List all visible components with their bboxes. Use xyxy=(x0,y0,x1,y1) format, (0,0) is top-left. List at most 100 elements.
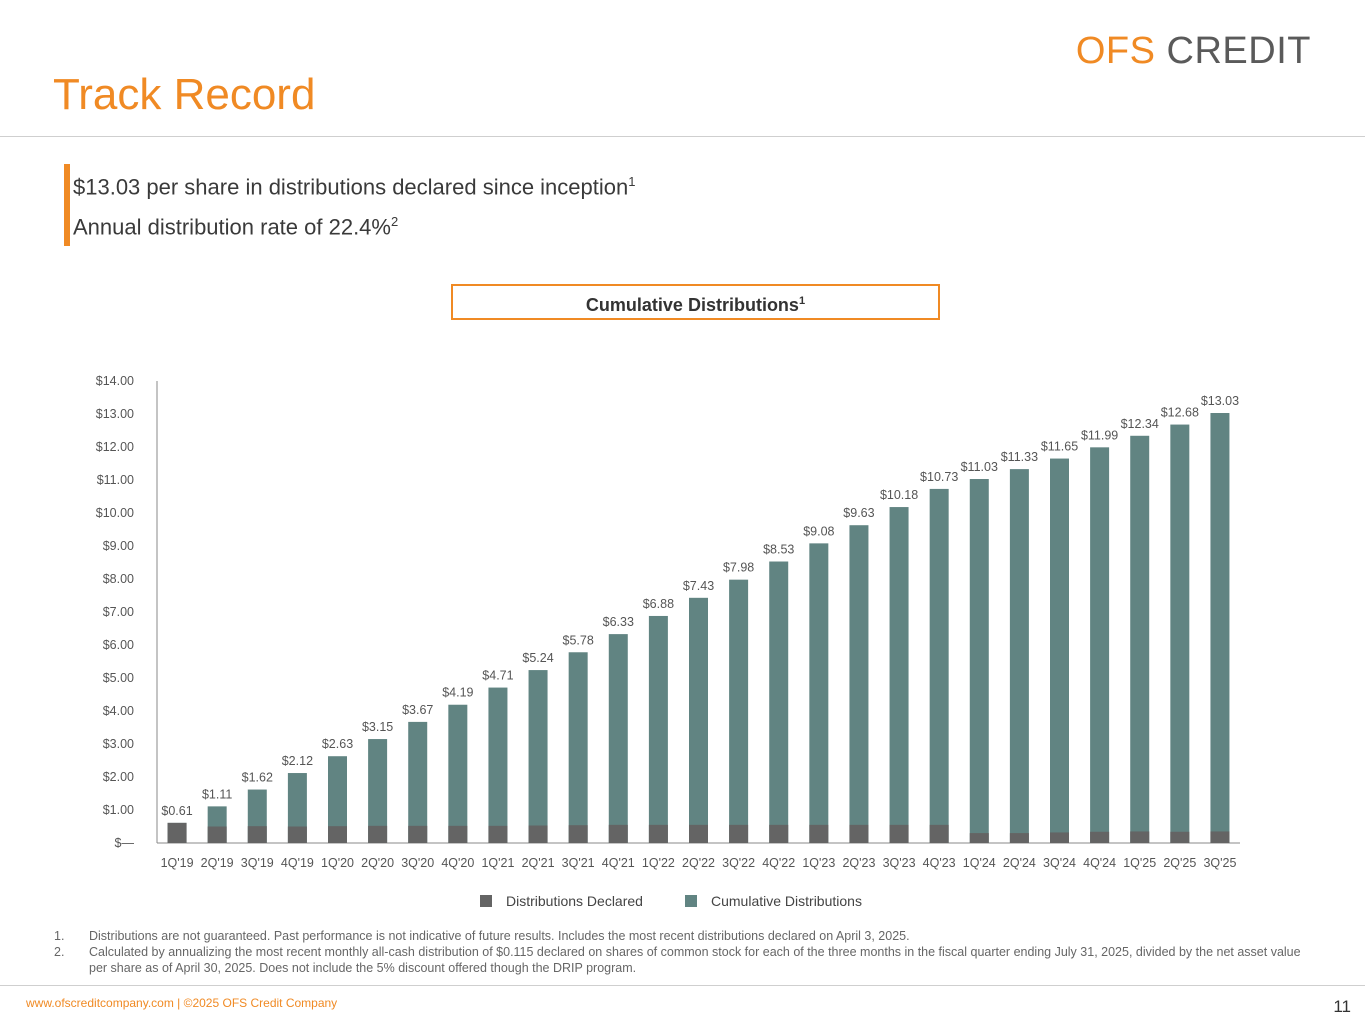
legend-label-declared: Distributions Declared xyxy=(506,893,643,909)
footer-divider xyxy=(0,985,1365,986)
data-label: $3.15 xyxy=(362,720,393,734)
bar-distributions-declared xyxy=(368,825,388,843)
bar-cumulative-distributions xyxy=(769,561,789,843)
x-tick-label: 3Q'21 xyxy=(562,856,595,870)
x-tick-label: 4Q'24 xyxy=(1083,856,1116,870)
x-tick-label: 2Q'19 xyxy=(201,856,234,870)
bar-distributions-declared xyxy=(488,825,508,843)
y-tick-label: $9.00 xyxy=(103,539,134,553)
bar-distributions-declared xyxy=(408,825,428,843)
x-tick-label: 3Q'20 xyxy=(401,856,434,870)
bar-distributions-declared xyxy=(207,826,227,843)
x-tick-label: 2Q'20 xyxy=(361,856,394,870)
data-label: $3.67 xyxy=(402,703,433,717)
data-label: $11.99 xyxy=(1081,428,1118,442)
x-tick-label: 1Q'20 xyxy=(321,856,354,870)
bar-cumulative-distributions xyxy=(929,488,949,843)
data-label: $11.33 xyxy=(1001,450,1038,464)
x-tick-label: 2Q'25 xyxy=(1163,856,1196,870)
y-tick-label: $10.00 xyxy=(96,506,134,520)
page-number: 11 xyxy=(1333,997,1351,1016)
bar-distributions-declared xyxy=(889,824,909,843)
data-label: $13.03 xyxy=(1201,394,1239,408)
data-label: $6.33 xyxy=(603,615,634,629)
data-label: $7.98 xyxy=(723,561,754,575)
data-label: $1.11 xyxy=(202,787,232,801)
company-logo: OFS CREDIT xyxy=(1076,30,1311,73)
footnote-1: 1. Distributions are not guaranteed. Past… xyxy=(54,929,910,943)
data-label: $10.73 xyxy=(920,470,958,484)
x-tick-label: 3Q'24 xyxy=(1043,856,1076,870)
bar-distributions-declared xyxy=(1009,833,1029,843)
data-label: $2.12 xyxy=(282,754,313,768)
x-tick-label: 1Q'19 xyxy=(161,856,194,870)
x-tick-label: 1Q'21 xyxy=(481,856,514,870)
bar-cumulative-distributions xyxy=(488,687,508,843)
bar-distributions-declared xyxy=(648,824,668,843)
data-label: $9.08 xyxy=(803,524,834,538)
data-label: $5.24 xyxy=(522,651,553,665)
data-label: $12.34 xyxy=(1121,417,1159,431)
data-label: $2.63 xyxy=(322,737,353,751)
highlight-block: $13.03 per share in distributions declar… xyxy=(64,164,635,246)
bar-distributions-declared xyxy=(568,825,588,843)
bar-distributions-declared xyxy=(287,826,307,843)
y-tick-label: $— xyxy=(115,836,135,850)
bar-distributions-declared xyxy=(1090,831,1110,843)
x-tick-label: 1Q'24 xyxy=(963,856,996,870)
y-tick-label: $5.00 xyxy=(103,671,134,685)
x-tick-label: 3Q'25 xyxy=(1203,856,1236,870)
cumulative-distributions-chart: $— $1.00 $2.00 $3.00 $4.00 $5.00 $6.00 $7.00 $8.… xyxy=(96,374,1240,870)
bar-cumulative-distributions xyxy=(1130,435,1150,843)
data-label: $5.78 xyxy=(563,633,594,647)
y-tick-label: $14.00 xyxy=(96,374,134,388)
data-label: $6.88 xyxy=(643,597,674,611)
bar-cumulative-distributions xyxy=(287,773,307,843)
footnote-2: 2. Calculated by annualizing the most rec… xyxy=(54,945,1301,975)
bar-distributions-declared xyxy=(969,833,989,843)
data-label: $0.61 xyxy=(161,804,192,818)
bar-cumulative-distributions xyxy=(1009,469,1029,843)
bar-cumulative-distributions xyxy=(1090,447,1110,843)
header-divider xyxy=(0,136,1365,137)
x-tick-label: 1Q'25 xyxy=(1123,856,1156,870)
data-label: $7.43 xyxy=(683,579,714,593)
y-tick-label: $7.00 xyxy=(103,605,134,619)
bar-distributions-declared xyxy=(247,826,267,843)
x-tick-label: 4Q'21 xyxy=(602,856,635,870)
bar-cumulative-distributions xyxy=(528,670,548,843)
footer-text: www.ofscreditcompany.com | ©2025 OFS Cre… xyxy=(26,996,338,1010)
bar-cumulative-distributions xyxy=(1210,413,1230,843)
bar-distributions-declared xyxy=(769,824,789,843)
y-tick-label: $11.00 xyxy=(97,473,134,487)
bar-distributions-declared xyxy=(1130,831,1150,843)
data-label: $11.65 xyxy=(1041,440,1078,454)
bar-cumulative-distributions xyxy=(809,543,829,843)
x-tick-label: 2Q'21 xyxy=(522,856,555,870)
footnotes: 1. Distributions are not guaranteed. Past… xyxy=(54,928,1314,976)
bar-cumulative-distributions xyxy=(849,525,869,843)
bar-distributions-declared xyxy=(1170,831,1190,843)
y-tick-label: $3.00 xyxy=(103,737,134,751)
bar-cumulative-distributions xyxy=(608,634,628,843)
bar-distributions-declared xyxy=(929,824,949,843)
bar-distributions-declared xyxy=(1210,831,1230,843)
bar-distributions-declared xyxy=(608,824,628,843)
y-tick-label: $4.00 xyxy=(103,704,134,718)
data-label: $4.71 xyxy=(482,669,513,683)
y-tick-label: $8.00 xyxy=(103,572,134,586)
bar-cumulative-distributions xyxy=(568,652,588,843)
highlight-line-1: $13.03 per share in distributions declar… xyxy=(73,174,636,200)
page-title: Track Record xyxy=(53,70,316,119)
x-tick-label: 4Q'20 xyxy=(441,856,474,870)
x-tick-label: 3Q'22 xyxy=(722,856,755,870)
bar-distributions-declared xyxy=(167,822,187,843)
x-tick-label: 3Q'19 xyxy=(241,856,274,870)
data-label: $12.68 xyxy=(1161,406,1199,420)
bar-distributions-declared xyxy=(689,824,708,843)
bar-cumulative-distributions xyxy=(408,721,428,843)
bar-cumulative-distributions xyxy=(1050,458,1069,843)
highlight-line-2: Annual distribution rate of 22.4%2 xyxy=(73,214,399,240)
x-tick-label: 3Q'23 xyxy=(883,856,916,870)
bar-cumulative-distributions xyxy=(729,579,749,843)
